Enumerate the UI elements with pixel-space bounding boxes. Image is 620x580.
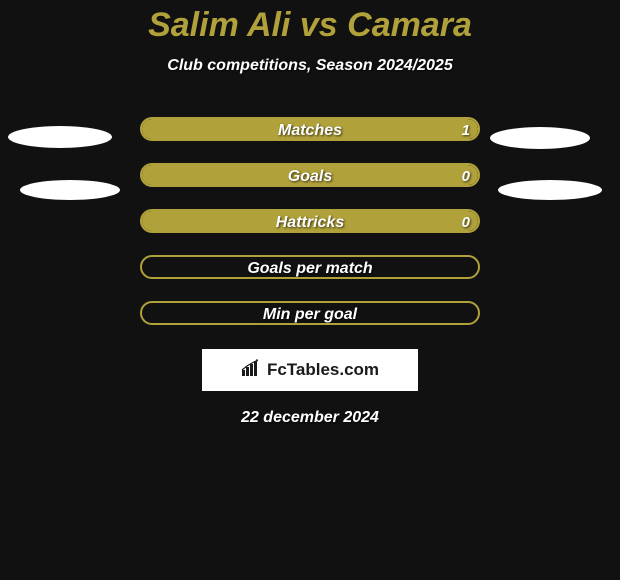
stat-row: Goals per match: [0, 255, 620, 279]
stats-container: Matches1Goals0Hattricks0Goals per matchM…: [0, 117, 620, 325]
page-root: Salim Ali vs Camara Club competitions, S…: [0, 0, 620, 580]
stat-row: Goals0: [0, 163, 620, 187]
brand-logo[interactable]: FcTables.com: [202, 349, 418, 391]
snapshot-date: 22 december 2024: [0, 409, 620, 427]
stat-value-right: 0: [462, 211, 470, 233]
stat-value-right: 1: [462, 119, 470, 141]
bar-chart-icon: [241, 359, 263, 382]
stat-row: Min per goal: [0, 301, 620, 325]
stat-row: Matches1: [0, 117, 620, 141]
stat-label: Hattricks: [142, 211, 478, 233]
stat-label: Min per goal: [142, 303, 478, 325]
stat-bar: Min per goal: [140, 301, 480, 325]
stat-bar: Goals0: [140, 163, 480, 187]
stat-value-right: 0: [462, 165, 470, 187]
page-subtitle: Club competitions, Season 2024/2025: [0, 57, 620, 75]
brand-logo-text: FcTables.com: [267, 360, 379, 380]
stat-label: Goals: [142, 165, 478, 187]
stat-bar: Goals per match: [140, 255, 480, 279]
stat-bar: Matches1: [140, 117, 480, 141]
stat-label: Matches: [142, 119, 478, 141]
stat-bar: Hattricks0: [140, 209, 480, 233]
page-title: Salim Ali vs Camara: [0, 0, 620, 45]
stat-label: Goals per match: [142, 257, 478, 279]
stat-row: Hattricks0: [0, 209, 620, 233]
